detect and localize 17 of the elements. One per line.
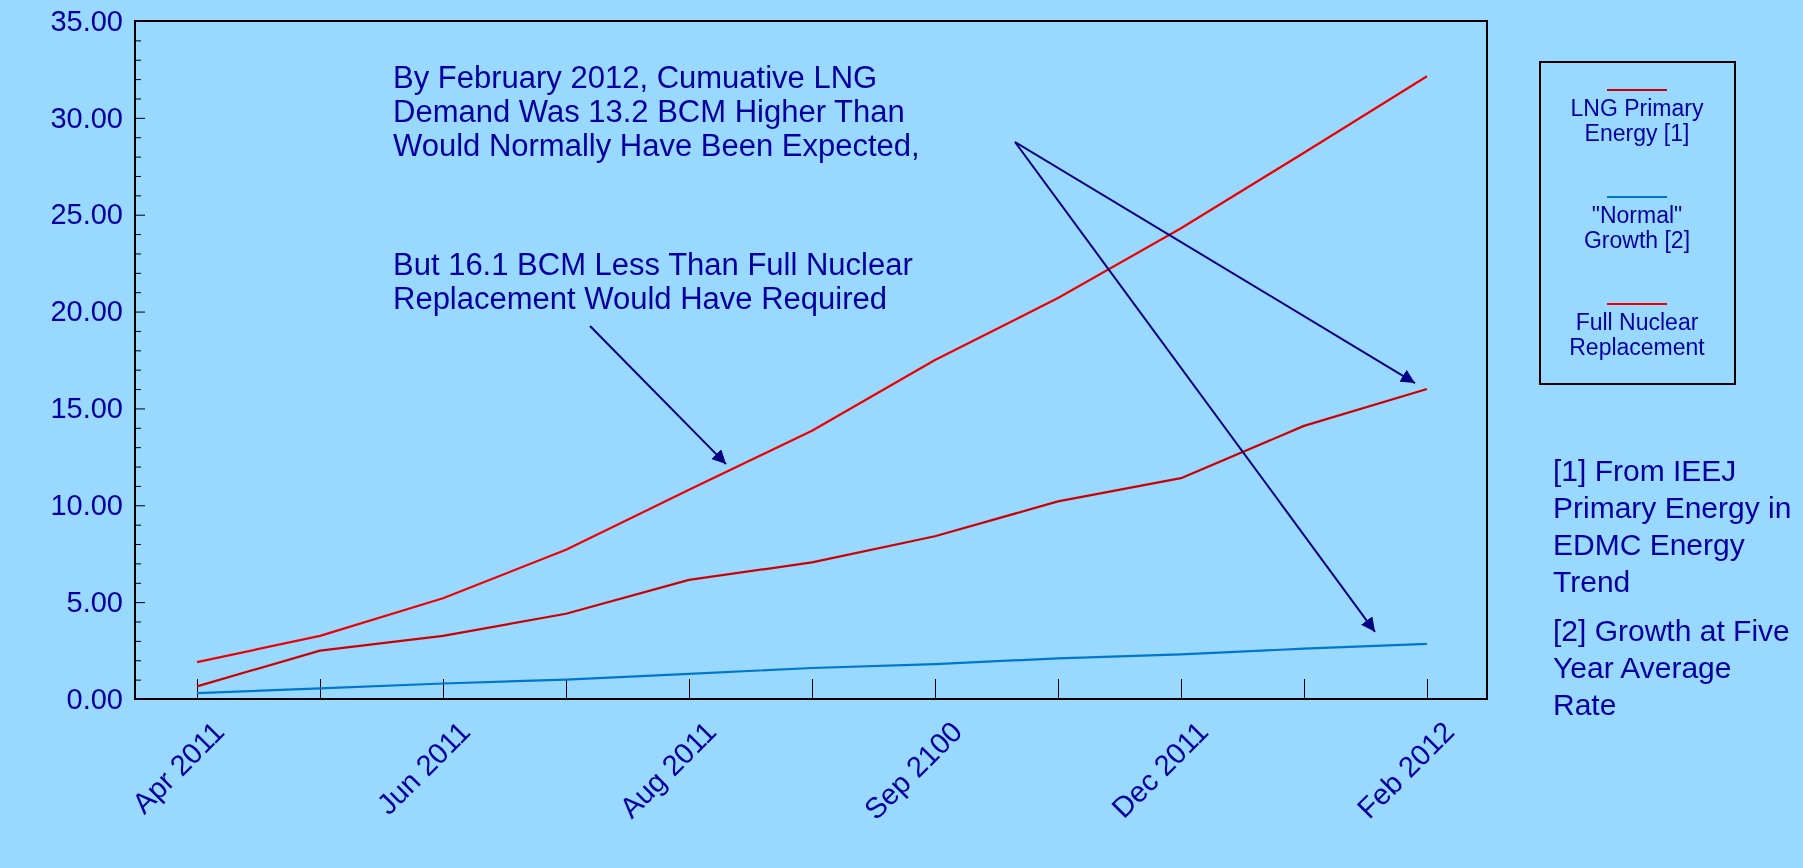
text: [1] From IEEJ Primary Energy in EDMC Energy Trend: [1553, 454, 1792, 598]
y-tick-label: 30.00: [50, 101, 123, 134]
line-series: [195, 642, 1429, 695]
y-tick-label: 20.00: [50, 295, 123, 328]
legend-label: Full Nuclear Replacement: [1569, 309, 1706, 360]
y-tick-label: 25.00: [50, 198, 123, 231]
line-series: [195, 387, 1429, 688]
y-tick-label: 15.00: [50, 392, 123, 425]
y-tick-label: 0.00: [66, 682, 123, 715]
legend-label: LNG Primary Energy [1]: [1570, 95, 1704, 146]
annotation: By February 2012, Cumuative LNG Demand Was 13.2 BCM Higher Than Would Normally Have Been Expected,: [393, 60, 920, 163]
y-tick-label: 35.00: [50, 4, 123, 37]
legend-label: "Normal" Growth [2]: [1583, 202, 1691, 253]
y-tick-label: 10.00: [50, 489, 123, 522]
text: [2] Growth at Five Year Average Rate: [1553, 614, 1790, 721]
y-tick-label: 5.00: [66, 585, 123, 618]
annotation: But 16.1 BCM Less Than Full Nuclear Replacement Would Have Required: [393, 247, 913, 316]
